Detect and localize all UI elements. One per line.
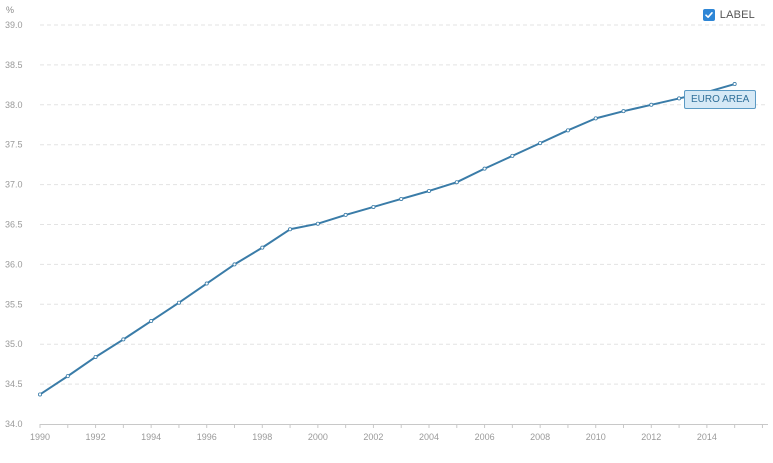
- data-point: [732, 82, 737, 87]
- y-tick-label: 39.0: [5, 20, 23, 30]
- data-point: [593, 116, 598, 121]
- x-tick-label: 1996: [197, 432, 217, 442]
- legend-toggle[interactable]: LABEL: [702, 9, 755, 21]
- y-tick-label: 38.0: [5, 100, 23, 110]
- data-point: [38, 392, 43, 397]
- data-point: [565, 128, 570, 133]
- data-point: [260, 245, 265, 250]
- grid-lines: [40, 24, 768, 385]
- y-tick-label: 36.5: [5, 220, 23, 230]
- y-tick-label: 37.0: [5, 180, 23, 190]
- data-point: [427, 188, 432, 193]
- y-axis-ticks: 34.0 34.5 35.0 35.5 36.0 36.5 37.0 37.5 38.0 38.5…: [5, 20, 23, 429]
- data-point: [454, 180, 459, 185]
- data-point: [510, 153, 515, 158]
- y-tick-label: 35.0: [5, 339, 23, 349]
- data-point: [343, 212, 348, 217]
- x-tick-label: 1992: [86, 432, 106, 442]
- x-tick-label: 1994: [141, 432, 161, 442]
- x-tick-label: 2014: [697, 432, 717, 442]
- x-tick-label: 1998: [252, 432, 272, 442]
- data-point: [371, 204, 376, 209]
- x-tick-label: 2012: [641, 432, 661, 442]
- data-point: [93, 354, 98, 359]
- y-tick-label: 35.5: [5, 299, 23, 309]
- data-point: [204, 281, 209, 286]
- series-layer: [38, 82, 737, 397]
- data-point: [677, 96, 682, 101]
- x-tick-label: 2002: [363, 432, 383, 442]
- x-tick-label: 2008: [530, 432, 550, 442]
- x-tick-label: 1990: [30, 432, 50, 442]
- x-tick-label: 2006: [475, 432, 495, 442]
- y-tick-label: 36.0: [5, 259, 23, 269]
- x-axis: 1990 1992 1994 1996 1998 2000 2002 2004 2006 2008…: [30, 424, 768, 442]
- data-point: [149, 319, 154, 324]
- data-point: [482, 166, 487, 171]
- data-point: [315, 221, 320, 226]
- data-point: [232, 262, 237, 267]
- y-tick-label: 34.0: [5, 419, 23, 429]
- y-tick-label: 38.5: [5, 60, 23, 70]
- data-point: [288, 227, 293, 232]
- data-point: [121, 337, 126, 342]
- legend-label: LABEL: [719, 9, 755, 21]
- x-tick-label: 2004: [419, 432, 439, 442]
- series-line: [39, 83, 736, 396]
- checkbox-checked-icon[interactable]: [702, 9, 715, 21]
- data-point: [176, 300, 181, 305]
- y-tick-label: 37.5: [5, 140, 23, 150]
- y-tick-label: 34.5: [5, 379, 23, 389]
- y-axis-unit: %: [6, 5, 14, 15]
- x-tick-label: 2010: [586, 432, 606, 442]
- series-label-euro-area[interactable]: EURO AREA: [684, 90, 757, 109]
- data-point: [65, 374, 70, 379]
- data-point: [399, 196, 404, 201]
- data-point: [538, 141, 543, 146]
- x-tick-label: 2000: [308, 432, 328, 442]
- data-point: [649, 102, 654, 107]
- data-point: [621, 109, 626, 114]
